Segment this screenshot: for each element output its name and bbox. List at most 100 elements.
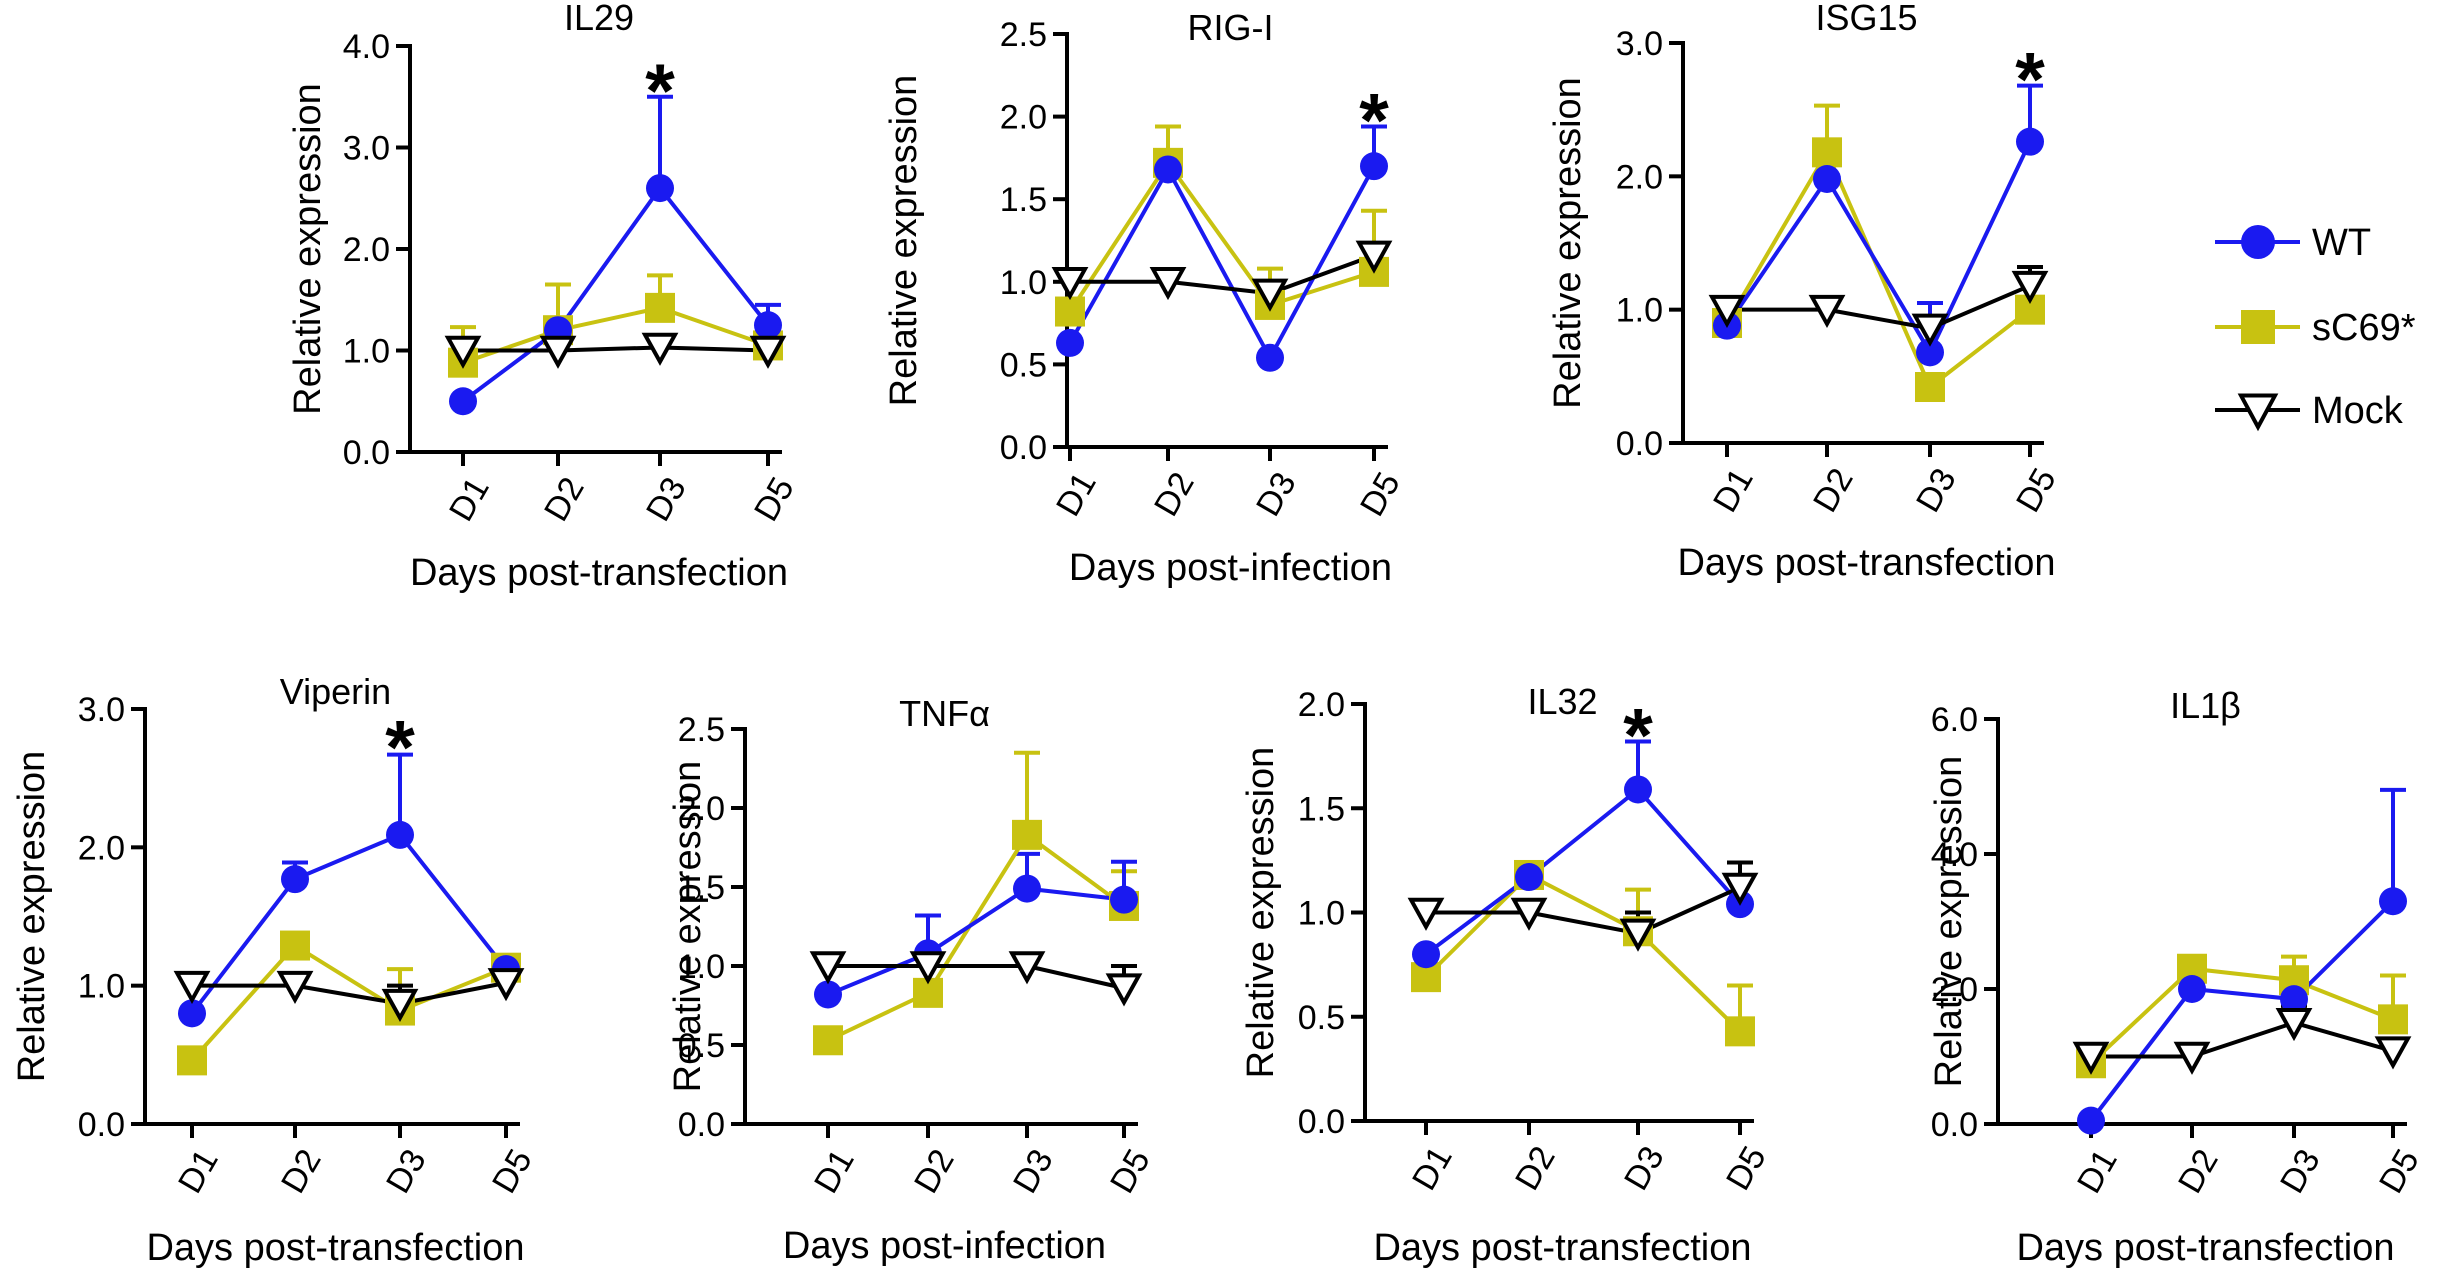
x-tick-label: D1 [2070,1143,2125,1200]
data-point-wt [1624,775,1652,804]
data-point-mock [444,335,482,369]
data-point-sc69 [2378,1004,2408,1035]
data-point-mock [539,335,577,369]
x-tick-label: D1 [1706,462,1761,519]
panel-title: RIG-I [1188,7,1274,48]
data-point-wt [2178,975,2206,1003]
chart-panels: 0.0 1.0 2.0 3.0 4.0 D1 D2 D3 D5 IL29 Days post-tra… [11,0,2427,1269]
data-point-wt [1154,155,1182,184]
y-tick-label: 6.0 [1931,701,1978,739]
y-tick-label: 1.5 [1000,181,1047,219]
x-tick-label: D1 [442,471,497,528]
y-tick-label: 0.5 [1000,346,1047,384]
y-tick-label: 2.5 [1000,16,1047,54]
data-point-wt [281,865,309,894]
chart-panel-viperin: 0.0 1.0 2.0 3.0 D1 D2 D3 D5 Viperin Days post-tra… [11,671,540,1269]
series-line-mock [1426,885,1741,936]
panel-title: IL29 [564,0,634,38]
data-point-wt [2016,127,2044,156]
data-point-wt [1056,328,1084,357]
y-tick-label: 0.5 [1298,999,1345,1037]
y-tick-label: 3.0 [343,130,390,168]
data-point-wt [1515,863,1543,892]
data-point-wt [178,999,206,1028]
data-point-mock [1251,278,1289,312]
data-point-sc69 [1055,296,1085,327]
x-tick-label: D5 [1719,1140,1774,1197]
x-axis-title: Days post-transfection [146,1227,524,1269]
y-axis-title: Relative expression [1547,77,1589,409]
y-tick-label: 1.0 [1000,264,1047,302]
x-tick-label: D1 [1049,466,1104,523]
y-tick-label: 0.5 [678,1027,725,1065]
x-tick-label: D3 [379,1143,434,1200]
legend-label: Mock [2312,390,2404,432]
significance-star: * [385,705,415,790]
y-tick-label: 1.0 [343,333,390,371]
y-tick-label: 2.0 [678,790,725,828]
data-point-wt [2379,887,2407,916]
data-point-mock [2011,270,2049,305]
series-line-wt [190,832,508,1015]
y-axis-title: Relative expression [1928,756,1970,1088]
x-tick-label: D2 [274,1143,329,1200]
data-point-wt [814,980,842,1009]
data-point-sc69 [1812,137,1842,168]
legend-item-sc69: sC69* [2215,307,2416,349]
x-axis-title: Days post-infection [1069,547,1392,589]
y-tick-label: 1.0 [78,968,125,1006]
series-line-mock [2091,1020,2394,1059]
data-point-wt [1256,343,1284,372]
series-line-sc69 [1068,159,1375,313]
panel-title: ISG15 [1815,0,1917,38]
data-point-sc69 [177,1045,207,1076]
legend: WT sC69* Mock [2215,222,2416,432]
data-point-mock [1149,267,1187,301]
y-axis-title: Relative expression [287,83,329,415]
x-tick-label: D5 [1353,466,1408,523]
series-line-wt [1424,786,1742,956]
series-line-mock [1070,253,1375,296]
data-point-sc69 [1012,819,1042,850]
series-line-sc69 [190,942,507,1062]
legend-item-wt: WT [2215,222,2371,264]
data-point-mock [1808,294,1846,329]
data-point-mock [276,970,314,1005]
series-line-sc69 [462,305,769,365]
x-tick-label: D3 [2273,1143,2328,1200]
x-axis-title: Days post-transfection [1677,542,2055,584]
y-tick-label: 3.0 [78,691,125,729]
series-line-sc69 [827,831,1126,1043]
legend-label: sC69* [2312,307,2416,349]
data-point-wt [1412,940,1440,969]
chart-panel-tnf: 0.0 0.5 1.0 1.5 2.0 2.5 D1 D2 D3 D5 TNFα Days post-… [667,693,1158,1267]
data-point-wt [2280,985,2308,1014]
x-tick-label: D2 [1508,1140,1563,1197]
series-line-sc69 [2089,966,2394,1065]
y-tick-label: 2.0 [1616,158,1663,196]
series-line-sc69 [1725,147,2032,391]
y-tick-label: 0.0 [1931,1106,1978,1144]
x-axis-title: Days post-transfection [410,552,788,594]
x-axis-title: Days post-transfection [2016,1227,2394,1269]
y-tick-label: 2.0 [1298,686,1345,724]
data-point-mock [2173,1041,2211,1075]
legend-item-mock: Mock [2215,390,2404,432]
x-tick-label: D3 [1909,462,1964,519]
data-point-wt [1013,874,1041,903]
series-line-mock [192,980,507,1006]
y-tick-label: 1.5 [678,869,725,907]
y-axis-title: Relative expression [1240,747,1282,1079]
panel-title: IL32 [1527,681,1597,722]
series-line-mock [463,345,769,353]
legend-marker [2241,225,2275,259]
data-point-wt [1360,152,1388,181]
data-point-wt [386,820,414,849]
chart-panel-il29: 0.0 1.0 2.0 3.0 4.0 D1 D2 D3 D5 IL29 Days post-tra… [287,0,802,594]
data-point-wt [1916,338,1944,367]
x-tick-label: D1 [1405,1140,1460,1197]
x-tick-label: D2 [907,1143,962,1200]
y-tick-label: 1.5 [1298,790,1345,828]
x-tick-label: D5 [2372,1143,2427,1200]
y-tick-label: 2.0 [1000,99,1047,137]
